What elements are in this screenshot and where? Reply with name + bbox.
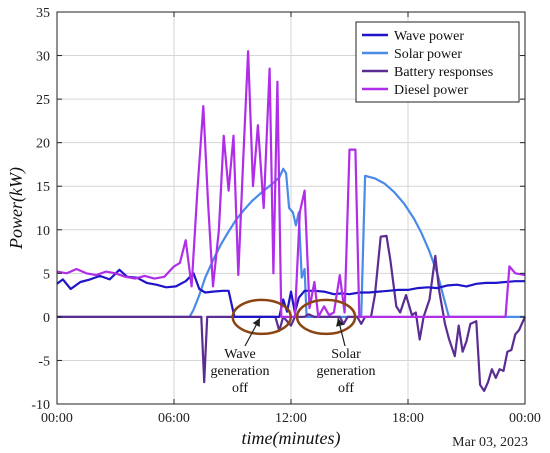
date-label: Mar 03, 2023	[452, 435, 528, 450]
annotation-label: generation	[210, 364, 269, 379]
y-tick-labels: -10 -5 0 5 10 15 20 25 30 35	[31, 6, 525, 413]
annotation-arrowhead	[336, 318, 344, 327]
annotation-arrowhead	[252, 318, 260, 327]
y-tick-label: 20	[36, 137, 50, 152]
y-tick-label: 5	[43, 267, 50, 282]
annotation-label: generation	[316, 364, 375, 379]
y-tick-label: 15	[36, 180, 50, 195]
x-axis-title: time(minutes)	[242, 428, 341, 449]
annotations: Wave generation off Solar generation off	[210, 298, 376, 396]
legend: Wave power Solar power Battery responses Di…	[355, 21, 520, 103]
x-tick-labels: 00:00 06:00 12:00 18:00 00:00	[41, 12, 541, 426]
annotation-label: Wave	[224, 347, 256, 362]
legend-entry: Diesel power	[394, 83, 469, 98]
x-tick-label: 18:00	[392, 411, 424, 426]
annotation-label: off	[338, 381, 354, 396]
annotation-label: Solar	[331, 347, 361, 362]
legend-entry: Wave power	[394, 29, 464, 44]
x-tick-label: 00:00	[509, 411, 541, 426]
diesel-powerline	[56, 50, 526, 318]
y-axis-title: Power(kW)	[6, 167, 27, 250]
y-tick-label: 10	[36, 224, 50, 239]
legend-entry: Battery responses	[394, 65, 493, 80]
y-tick-label: -10	[31, 398, 50, 413]
battery-responsesline	[57, 234, 526, 392]
series-lines	[56, 50, 526, 392]
annotation-label: off	[232, 381, 248, 396]
y-tick-label: 0	[43, 311, 50, 326]
y-tick-label: 30	[36, 50, 50, 65]
x-tick-label: 06:00	[158, 411, 190, 426]
solar-powerline	[57, 167, 525, 318]
y-tick-label: 25	[36, 93, 50, 108]
y-tick-label: 35	[36, 6, 50, 21]
annotation-ellipse	[231, 298, 292, 336]
x-tick-label: 00:00	[41, 411, 73, 426]
legend-entry: Solar power	[394, 47, 462, 62]
x-tick-label: 12:00	[275, 411, 307, 426]
annotation-ellipse	[295, 298, 357, 336]
y-tick-label: -5	[38, 354, 50, 369]
